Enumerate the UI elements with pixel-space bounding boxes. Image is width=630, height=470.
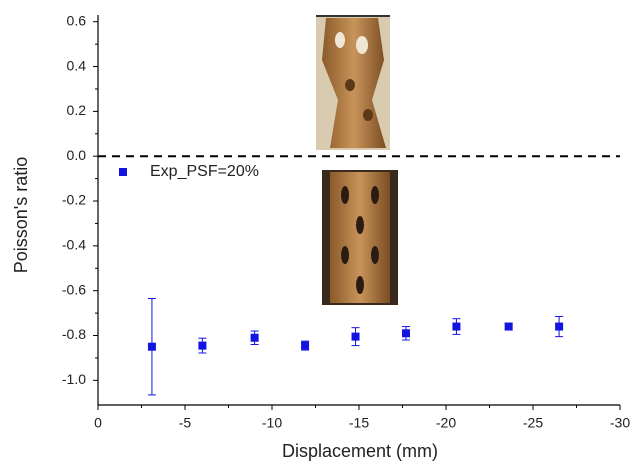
x-tick-label: -10 (262, 415, 282, 431)
point (198, 342, 206, 350)
y-tick-label: -0.2 (62, 192, 86, 208)
x-tick-label: -25 (523, 415, 543, 431)
y-tick-label: -0.4 (62, 237, 86, 253)
chart: Poisson's ratio Displacement (mm) 0.6 0.4… (0, 0, 630, 465)
point (505, 323, 513, 331)
x-tick-label: -15 (349, 415, 369, 431)
point (452, 323, 460, 331)
point (251, 334, 259, 342)
point (352, 333, 360, 341)
y-tick-label: -1.0 (62, 371, 86, 387)
x-axis-title: Displacement (mm) (282, 441, 438, 461)
legend-label: Exp_PSF=20% (150, 163, 259, 180)
x-tick-label: -30 (610, 415, 630, 431)
y-tick-label: -0.8 (62, 326, 86, 342)
y-tick-label: 0.0 (67, 147, 87, 163)
point (148, 343, 156, 351)
y-tick-label: 0.6 (67, 12, 87, 28)
point (555, 323, 563, 331)
y-tick-label: 0.2 (67, 102, 87, 118)
photo-bottom (322, 170, 398, 305)
y-axis-title: Poisson's ratio (11, 157, 31, 274)
x-tick-label: -5 (179, 415, 192, 431)
photo-top (316, 15, 390, 150)
legend-marker (119, 168, 127, 176)
x-tick-label: -20 (436, 415, 456, 431)
point (402, 329, 410, 337)
y-tick-label: -0.6 (62, 281, 86, 297)
x-tick-label: 0 (94, 415, 102, 431)
y-tick-label: 0.4 (67, 57, 87, 73)
point (301, 342, 309, 350)
